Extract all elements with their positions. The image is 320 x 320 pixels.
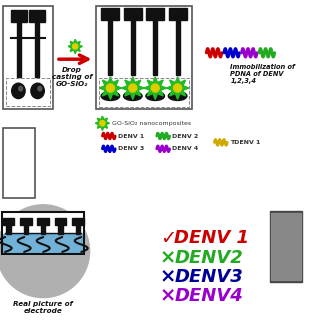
Bar (3, 128, 35, 198)
Text: GO-SiO₂ nanocomposites: GO-SiO₂ nanocomposites (112, 121, 191, 126)
Bar (24, 225, 28, 234)
Text: DENV4: DENV4 (174, 287, 243, 305)
Bar (6, 78, 50, 106)
Bar (6, 225, 11, 234)
Bar (29, 10, 45, 22)
Text: DENV 4: DENV 4 (172, 146, 198, 151)
Bar (2, 234, 84, 253)
Polygon shape (144, 77, 166, 99)
Bar (131, 20, 135, 75)
Circle shape (100, 121, 105, 126)
Bar (72, 218, 84, 225)
Text: DENV 1: DENV 1 (174, 229, 249, 247)
Text: Immobilization of
PDNA of DENV
1,2,3,4: Immobilization of PDNA of DENV 1,2,3,4 (230, 64, 295, 84)
Bar (108, 20, 112, 75)
Bar (3, 6, 53, 109)
Text: DENV 2: DENV 2 (172, 133, 198, 139)
Bar (101, 8, 119, 20)
Ellipse shape (31, 83, 44, 99)
Text: DENV 3: DENV 3 (118, 146, 144, 151)
Bar (37, 218, 49, 225)
Bar (146, 8, 164, 20)
Bar (35, 19, 38, 77)
Bar (2, 212, 84, 253)
Circle shape (73, 44, 78, 49)
Circle shape (106, 84, 115, 92)
Bar (169, 8, 187, 20)
Polygon shape (99, 77, 122, 99)
Ellipse shape (168, 92, 187, 100)
Text: DENV2: DENV2 (174, 249, 243, 267)
Ellipse shape (146, 92, 164, 100)
Ellipse shape (38, 86, 42, 91)
Bar (11, 10, 27, 22)
Bar (176, 20, 180, 75)
Text: ×: × (160, 267, 176, 286)
Bar (96, 6, 192, 109)
Text: DENV3: DENV3 (174, 268, 243, 286)
Ellipse shape (12, 83, 25, 99)
Polygon shape (95, 116, 109, 130)
Bar (270, 211, 302, 282)
Text: Drop
casting of
GO-SiO₂: Drop casting of GO-SiO₂ (52, 67, 92, 87)
Ellipse shape (101, 92, 120, 100)
Text: TDENV 1: TDENV 1 (230, 140, 260, 145)
Bar (3, 218, 14, 225)
Text: DENV 1: DENV 1 (118, 133, 144, 139)
Ellipse shape (19, 86, 22, 91)
Ellipse shape (124, 92, 142, 100)
Bar (58, 225, 63, 234)
Text: ✓: ✓ (160, 229, 176, 248)
Bar (271, 213, 301, 280)
Polygon shape (122, 77, 144, 99)
Bar (55, 218, 66, 225)
Bar (18, 19, 20, 77)
Bar (2, 212, 84, 253)
Circle shape (0, 205, 90, 298)
Bar (124, 8, 142, 20)
Circle shape (173, 84, 182, 92)
Bar (41, 225, 45, 234)
Polygon shape (68, 39, 82, 53)
Circle shape (129, 84, 137, 92)
Bar (99, 78, 189, 107)
Text: ×: × (160, 286, 176, 306)
Bar (76, 225, 80, 234)
Circle shape (151, 84, 159, 92)
Polygon shape (166, 77, 189, 99)
Bar (153, 20, 157, 75)
Bar (20, 218, 32, 225)
Text: Real picture of
electrode: Real picture of electrode (13, 301, 73, 314)
Text: ×: × (160, 248, 176, 267)
